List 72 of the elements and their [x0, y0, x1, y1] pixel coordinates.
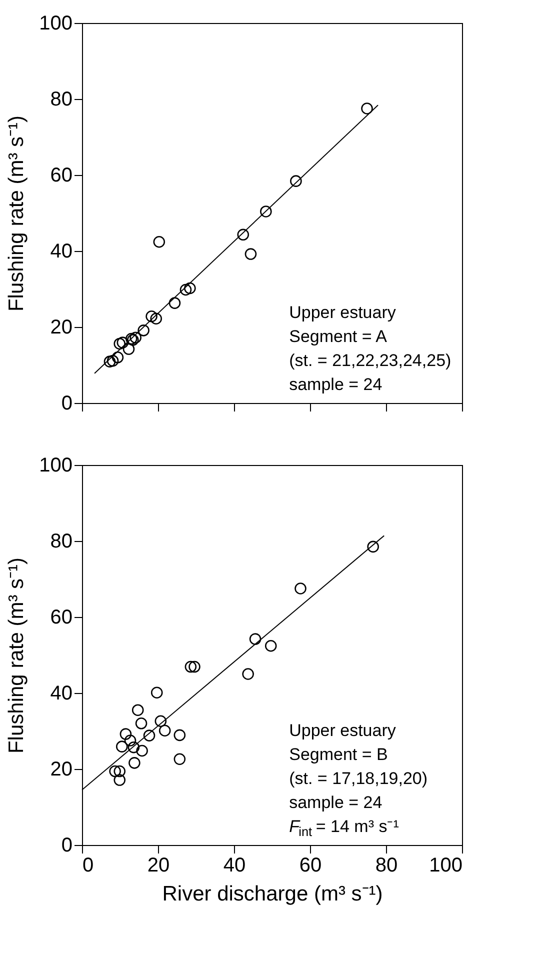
annotation: Upper estuary [289, 303, 396, 322]
point [130, 332, 142, 344]
annotation: Segment = A [289, 327, 388, 346]
y-tick-label: 20 [50, 316, 72, 338]
point [244, 248, 257, 260]
y-tick-label: 40 [50, 682, 72, 704]
annotation: sample = 24 [289, 375, 382, 394]
y-tick-label: 0 [61, 834, 72, 856]
point [174, 729, 186, 742]
point [180, 284, 192, 296]
point [242, 668, 254, 680]
point [136, 744, 148, 757]
point [116, 740, 128, 752]
point [367, 540, 379, 553]
annotation: Upper estuary [289, 721, 396, 740]
x-tick-label: 80 [375, 854, 398, 876]
y-tick-label: 0 [61, 392, 72, 414]
x-tick-label: 40 [223, 854, 246, 876]
point [154, 715, 167, 728]
point [128, 757, 140, 769]
point [109, 765, 121, 778]
point [290, 175, 302, 187]
point [106, 354, 119, 367]
y-tick-label: 100 [39, 12, 72, 34]
point [237, 228, 250, 241]
point [153, 236, 166, 248]
y-tick-label: 100 [39, 454, 72, 476]
y-tick-label: 80 [50, 88, 72, 110]
point [143, 730, 156, 742]
point [158, 724, 171, 737]
x-axis-title: River discharge (m³ s⁻¹) [162, 882, 383, 906]
y-tick-label: 60 [50, 606, 72, 628]
y-axis-title: Flushing rate (m³ s⁻¹) [5, 115, 28, 312]
x-tick-label: 100 [429, 854, 462, 876]
y-tick-label: 20 [50, 758, 72, 780]
point [294, 582, 306, 594]
point [116, 336, 129, 348]
point [138, 324, 150, 336]
annotation: (st. = 21,22,23,24,25) [289, 351, 452, 370]
y-tick-label: 80 [50, 530, 72, 552]
y-tick-label: 40 [50, 240, 72, 262]
x-tick-label: 0 [82, 854, 94, 876]
point [112, 352, 124, 364]
annotation: Segment = B [289, 745, 388, 764]
point [249, 633, 262, 645]
point [168, 297, 181, 309]
point [260, 206, 272, 218]
point [184, 660, 197, 673]
point [122, 343, 135, 355]
point [150, 312, 162, 325]
x-tick-label: 60 [299, 854, 322, 876]
point [264, 640, 277, 652]
x-tick-label: 20 [147, 854, 170, 876]
point [128, 741, 140, 754]
annotation: sample = 24 [289, 793, 382, 812]
annotation: (st. = 17,18,19,20) [289, 769, 428, 788]
point [184, 282, 196, 294]
point [104, 356, 116, 368]
y-tick-label: 60 [50, 164, 72, 186]
point [361, 102, 373, 114]
point [135, 718, 148, 730]
point [188, 660, 200, 673]
point [146, 310, 158, 322]
point [124, 734, 136, 746]
point [174, 753, 186, 766]
point [132, 704, 144, 716]
point [150, 686, 163, 699]
point [120, 728, 132, 740]
point [114, 338, 126, 350]
point [114, 774, 126, 786]
y-axis-title: Flushing rate (m³ s⁻¹) [5, 557, 28, 754]
point [114, 765, 126, 778]
